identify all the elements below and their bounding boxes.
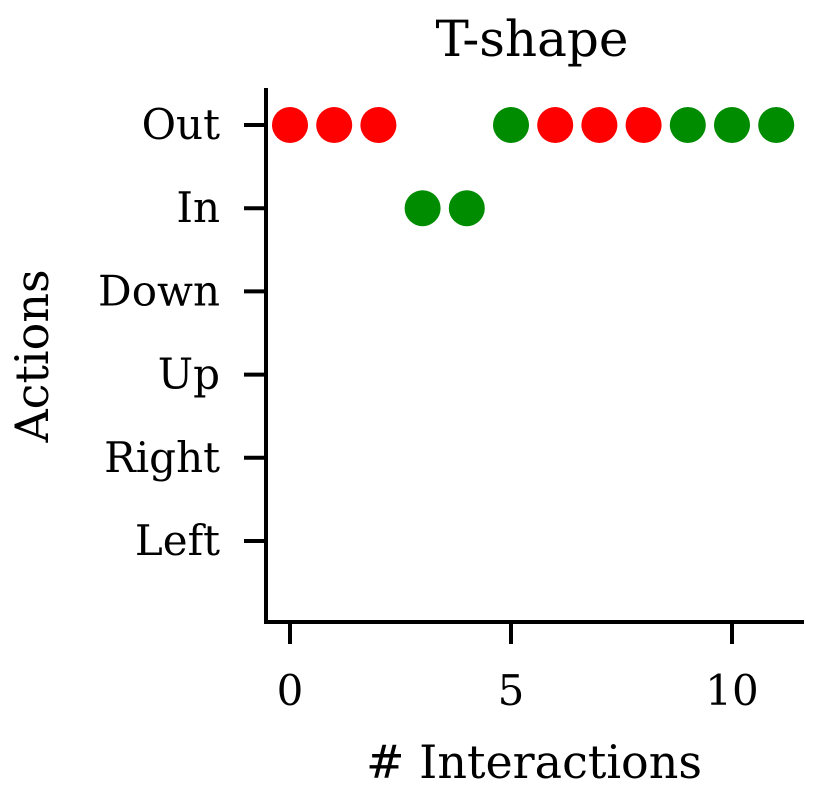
data-point-green [714,107,750,143]
y-tick-label: Down [98,266,220,315]
x-axis-ticks: 0 5 10 [277,622,759,715]
x-tick-label: 5 [498,666,525,715]
y-tick-label: Up [158,350,220,399]
data-point-red [316,107,353,143]
data-point-red [581,107,618,143]
data-point-red [272,107,308,143]
y-tick-label: In [176,183,220,232]
chart-title: T-shape [435,10,628,68]
data-point-green [493,107,529,143]
y-tick-label: Left [135,516,220,565]
data-point-green [758,107,795,143]
x-axis-label: # Interactions [366,735,702,789]
data-point-green [448,190,485,227]
data-point-red [360,107,397,143]
data-points [272,107,795,227]
y-tick-label: Out [142,100,220,149]
data-point-red [537,107,574,143]
y-tick-label: Right [104,433,220,482]
y-axis-ticks: Left Right Up Down In Out [98,100,266,565]
data-point-green [669,107,706,143]
x-tick-label: 10 [705,666,758,715]
data-point-red [625,107,662,143]
x-tick-label: 0 [277,666,304,715]
y-axis-label: Actions [5,269,59,443]
data-point-green [404,190,441,227]
